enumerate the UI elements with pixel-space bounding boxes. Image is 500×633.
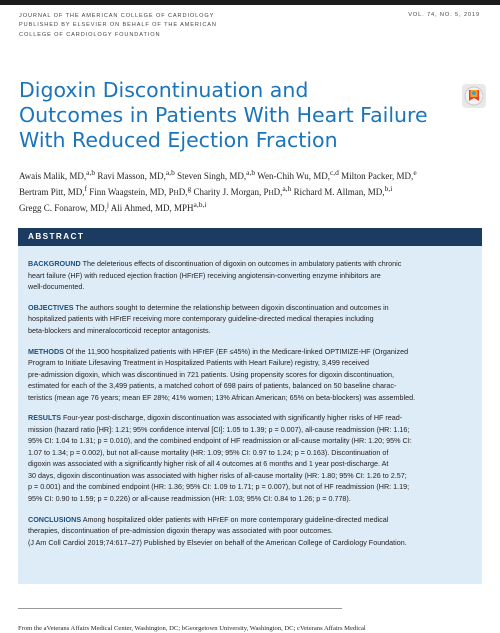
abstract-methods: METHODS Of the 11,900 hospitalized patie… xyxy=(28,346,416,402)
affiliation-footnote: From the aVeterans Affairs Medical Cente… xyxy=(18,625,366,632)
crossmark-update-icon[interactable] xyxy=(462,84,486,108)
section-label: OBJECTIVES xyxy=(28,302,74,312)
author-line: Gregg C. Fonarow, MD,j Ali Ahmed, MD, MP… xyxy=(19,200,207,214)
article-title: Digoxin Discontinuation and Outcomes in … xyxy=(19,78,449,153)
section-label: BACKGROUND xyxy=(28,259,81,268)
abstract-conclusions: CONCLUSIONS Among hospitalized older pat… xyxy=(28,514,407,547)
author-line: Bertram Pitt, MD,f Finn Waagstein, MD, P… xyxy=(19,183,393,197)
title-line: Outcomes in Patients With Heart Failure xyxy=(19,103,428,127)
journal-foundation-line: COLLEGE OF CARDIOLOGY FOUNDATION xyxy=(19,31,161,38)
abstract-objectives: OBJECTIVES The authors sought to determi… xyxy=(28,302,389,335)
abstract-heading: ABSTRACT xyxy=(18,228,482,246)
journal-masthead: JOURNAL OF THE AMERICAN COLLEGE OF CARDI… xyxy=(19,12,217,40)
journal-publisher-line: PUBLISHED BY ELSEVIER ON BEHALF OF THE A… xyxy=(19,22,217,29)
title-line: Digoxin Discontinuation and xyxy=(19,78,309,102)
top-bar xyxy=(0,0,500,5)
section-label: CONCLUSIONS xyxy=(28,514,82,524)
volume-info: VOL. 74, NO. 5, 2019 xyxy=(408,12,480,18)
title-line: With Reduced Ejection Fraction xyxy=(19,128,338,152)
abstract-background: BACKGROUND The deleterious effects of di… xyxy=(28,259,402,291)
author-list: Awais Malik, MD,a,b Ravi Masson, MD,a,b … xyxy=(19,167,484,215)
abstract-results: RESULTS Four-year post-discharge, digoxi… xyxy=(28,413,412,503)
abstract-body: BACKGROUND The deleterious effects of di… xyxy=(18,246,482,584)
author-line: Awais Malik, MD,a,b Ravi Masson, MD,a,b … xyxy=(19,168,417,181)
citation-line: (J Am Coll Cardiol 2019;74:617–27) Publi… xyxy=(28,537,407,547)
crossmark-graphic xyxy=(464,86,484,106)
footnote-divider xyxy=(18,608,342,609)
journal-name-line: JOURNAL OF THE AMERICAN COLLEGE OF CARDI… xyxy=(19,13,215,19)
section-label: METHODS xyxy=(28,346,64,356)
section-label: RESULTS xyxy=(28,413,62,423)
